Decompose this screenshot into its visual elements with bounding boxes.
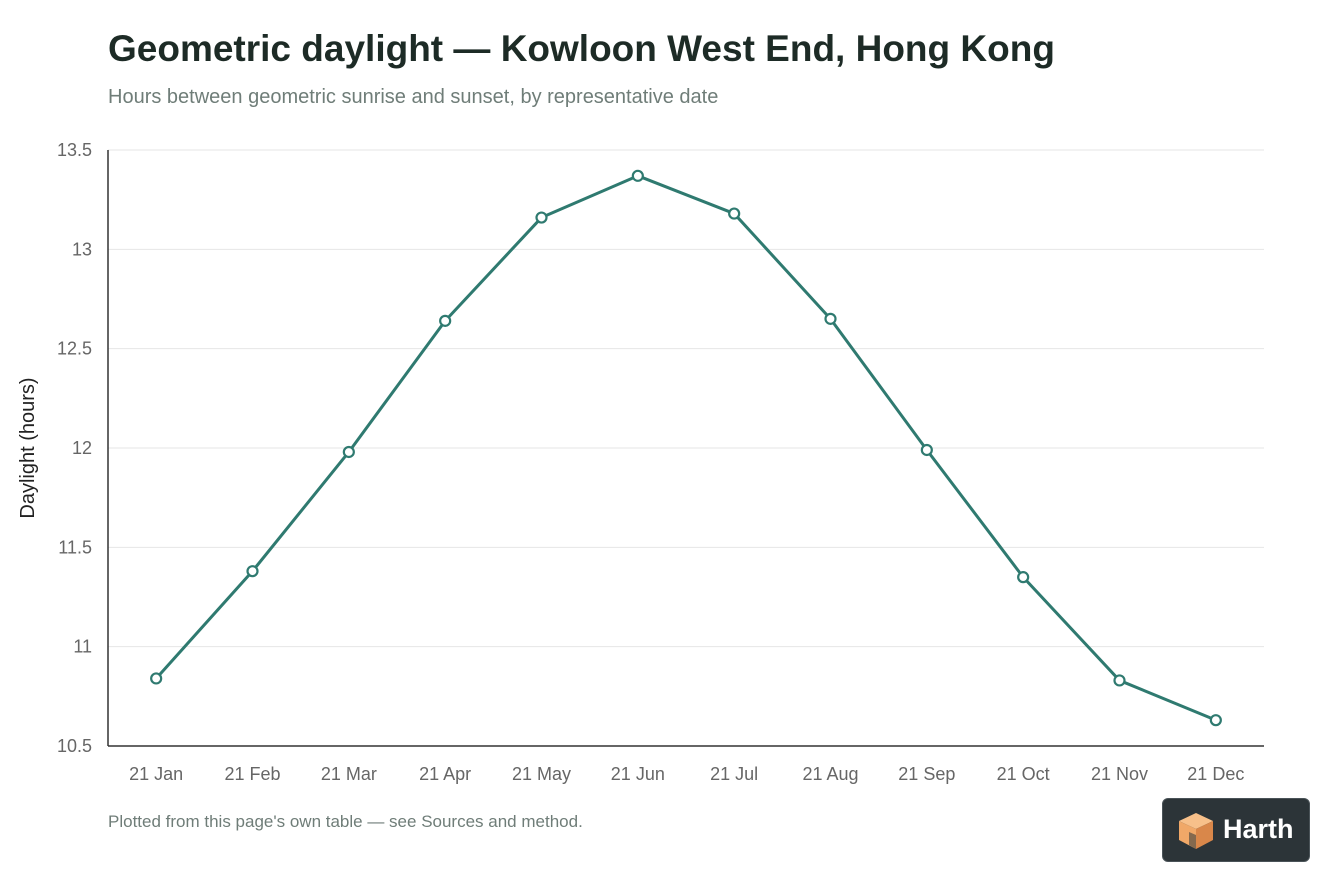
data-point bbox=[1017, 571, 1030, 584]
x-tick-label: 21 Jan bbox=[129, 764, 183, 784]
data-point bbox=[728, 207, 741, 220]
x-tick-label: 21 Nov bbox=[1091, 764, 1148, 784]
cube-logo-icon bbox=[1179, 813, 1213, 849]
series-line bbox=[155, 174, 1217, 722]
data-point bbox=[920, 443, 933, 457]
data-point bbox=[342, 445, 355, 459]
y-tick-label: 12 bbox=[72, 438, 92, 458]
x-tick-label: 21 Feb bbox=[224, 764, 280, 784]
x-tick-label: 21 May bbox=[512, 764, 571, 784]
x-tick-label: 21 Mar bbox=[321, 764, 377, 784]
data-point bbox=[631, 169, 644, 182]
brand-name: Harth bbox=[1223, 814, 1294, 844]
y-axis-label: Daylight (hours) bbox=[17, 377, 39, 518]
data-point bbox=[150, 672, 163, 685]
data-point bbox=[824, 312, 837, 325]
x-tick-label: 21 Apr bbox=[419, 764, 471, 784]
data-point bbox=[1113, 674, 1126, 687]
chart-footnote: Plotted from this page's own table — see… bbox=[108, 812, 583, 831]
y-tick-label: 10.5 bbox=[57, 736, 92, 756]
y-tick-label: 11 bbox=[73, 637, 92, 657]
y-tick-label: 11.5 bbox=[58, 537, 92, 557]
brand-badge[interactable]: Harth bbox=[1162, 798, 1310, 862]
x-tick-label: 21 Dec bbox=[1187, 764, 1244, 784]
data-point bbox=[439, 314, 452, 327]
y-tick-label: 12.5 bbox=[57, 339, 92, 359]
y-tick-label: 13 bbox=[72, 239, 92, 259]
x-tick-label: 21 Jul bbox=[710, 764, 758, 784]
x-tick-label: 21 Jun bbox=[611, 764, 665, 784]
chart-title: Geometric daylight — Kowloon West End, H… bbox=[108, 28, 1055, 69]
data-point bbox=[535, 211, 548, 224]
data-point bbox=[246, 565, 259, 578]
line-chart: 10.5 11 11.5 12 12.5 13 13.5 21 Jan 21 Feb 21 Mar… bbox=[17, 140, 1264, 784]
x-tick-label: 21 Oct bbox=[997, 764, 1050, 784]
chart-subtitle: Hours between geometric sunrise and suns… bbox=[108, 86, 719, 108]
x-tick-label: 21 Sep bbox=[898, 764, 955, 784]
y-tick-label: 13.5 bbox=[57, 140, 92, 160]
x-tick-label: 21 Aug bbox=[802, 764, 858, 784]
data-point bbox=[1209, 714, 1222, 727]
